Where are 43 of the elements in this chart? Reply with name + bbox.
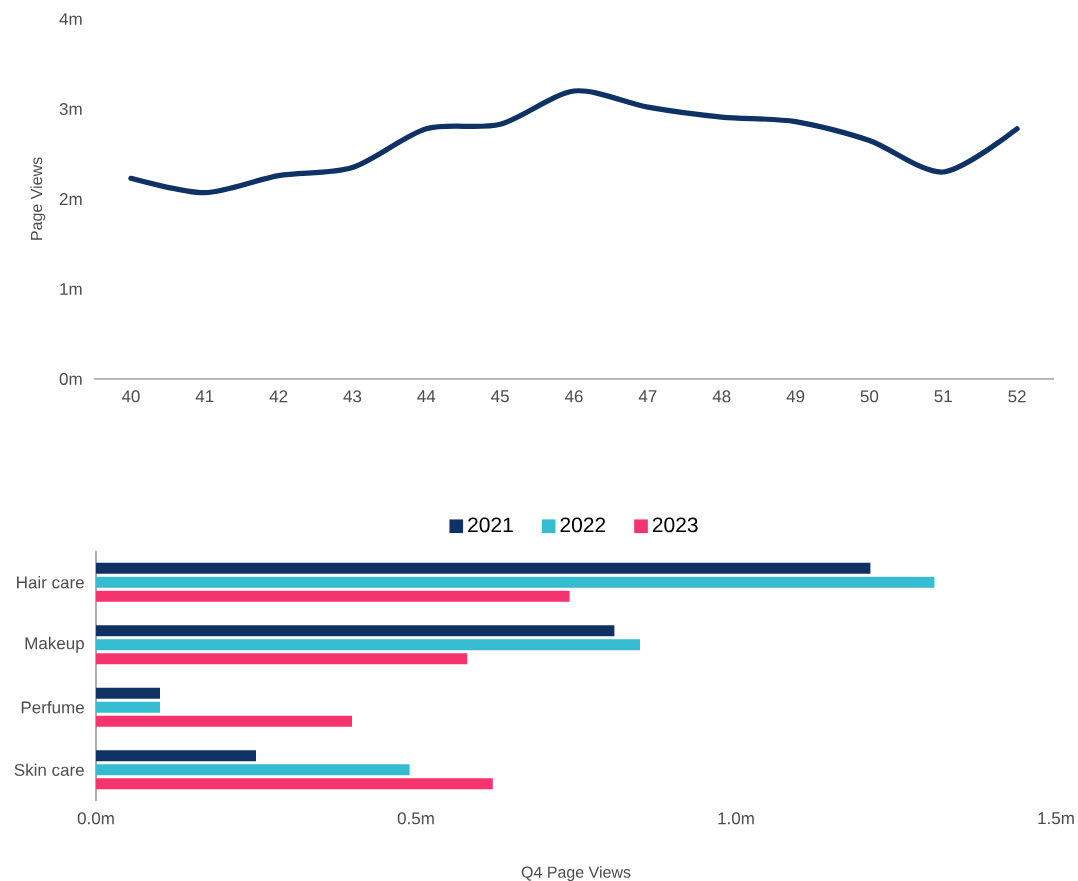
bar (96, 750, 256, 762)
y-tick-label: Hair care (17, 575, 84, 589)
x-tick-label: 50 (860, 390, 879, 403)
x-tick-label: 1.5m (1038, 812, 1074, 825)
legend-label: 2021 (468, 517, 513, 533)
y-tick-label: Skin care (14, 763, 84, 776)
y-tick-label: 3m (59, 102, 82, 115)
x-tick-label: 49 (786, 390, 805, 403)
x-tick-label: 44 (417, 390, 436, 403)
y-tick-label: Makeup (25, 636, 84, 653)
bar (96, 562, 871, 574)
x-tick-label: 1.0m (718, 812, 754, 825)
x-tick-label: 51 (934, 390, 952, 403)
y-axis-title: Page Views (30, 157, 46, 240)
x-tick-label: 41 (195, 390, 214, 403)
bar (96, 639, 640, 651)
y-tick-label: 2m (59, 193, 82, 205)
bar (96, 576, 935, 588)
bar (96, 764, 410, 776)
bar (96, 625, 615, 637)
x-tick-label: 46 (564, 390, 583, 403)
x-tick-label: 52 (1008, 390, 1026, 403)
x-tick-label: 47 (638, 390, 657, 403)
x-tick-label: 43 (343, 390, 362, 403)
x-tick-label: 42 (269, 390, 288, 403)
x-tick-label: 48 (712, 390, 731, 403)
legend-label: 2022 (560, 517, 606, 533)
bar (96, 715, 352, 727)
x-tick-label: 45 (491, 390, 509, 403)
bar (96, 701, 160, 713)
y-tick-label: 0m (59, 372, 82, 385)
x-axis-title: Q4 Page Views (521, 866, 631, 881)
y-tick-label: 1m (60, 283, 82, 295)
y-tick-label: 4m (59, 13, 82, 25)
y-tick-label: Perfume (21, 701, 84, 714)
bar (96, 590, 570, 602)
bar (96, 687, 160, 699)
x-tick-label: 0.0m (77, 812, 114, 825)
x-tick-label: 40 (121, 390, 140, 403)
legend-label: 2023 (652, 517, 698, 533)
bar (96, 778, 493, 790)
bar (96, 653, 468, 665)
x-tick-label: 0.5m (397, 812, 434, 825)
